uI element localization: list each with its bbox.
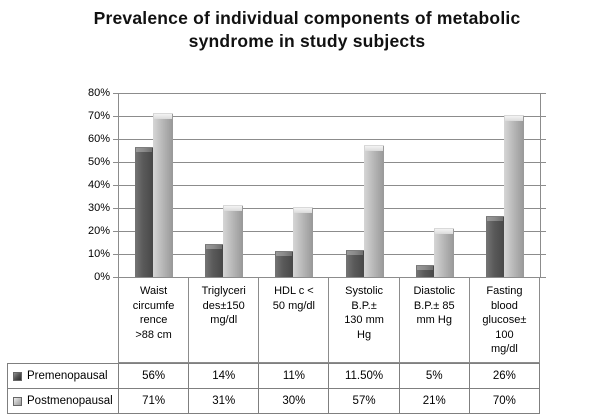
- gridline: [113, 93, 546, 94]
- y-axis-tick-label: 50%: [87, 156, 110, 168]
- value-cell: 70%: [469, 389, 540, 414]
- bar-premenopausal: [415, 264, 434, 277]
- y-axis-tick-label: 10%: [87, 248, 110, 260]
- category-label: Systolic B.P.± 130 mm Hg: [329, 277, 400, 363]
- category-label: Diastolic B.P.± 85 mm Hg: [399, 277, 470, 363]
- gridline: [113, 162, 546, 163]
- gridline: [113, 208, 546, 209]
- bar-group: [470, 93, 540, 277]
- value-cell: 71%: [119, 389, 190, 414]
- bar-premenopausal: [135, 147, 154, 277]
- category-label: Triglyceri des±150 mg/dl: [189, 277, 260, 363]
- gridline: [113, 231, 546, 232]
- y-axis-tick-label: 20%: [87, 225, 110, 237]
- bar-postmenopausal: [363, 144, 384, 277]
- value-cell: 31%: [189, 389, 260, 414]
- category-label: Waist circumfe rence >88 cm: [119, 277, 190, 363]
- value-cell: 14%: [189, 364, 260, 389]
- bar-premenopausal: [205, 243, 224, 277]
- bar-group: [400, 93, 470, 277]
- bar-premenopausal: [345, 249, 364, 277]
- bar-postmenopausal: [153, 112, 174, 277]
- y-axis-tick-label: 80%: [87, 87, 110, 99]
- y-axis-tick-label: 30%: [87, 202, 110, 214]
- legend-data-table: Premenopausal 56% 14% 11% 11.50% 5% 26% Postmen…: [7, 363, 540, 414]
- bar-group: [119, 93, 189, 277]
- y-axis-tick-label: 60%: [87, 133, 110, 145]
- category-label: HDL c < 50 mg/dl: [259, 277, 330, 363]
- plot-area: [113, 93, 546, 278]
- y-axis-tick-label: 0%: [94, 271, 110, 283]
- legend-item-postmenopausal: Postmenopausal: [8, 389, 119, 414]
- value-cell: 5%: [399, 364, 470, 389]
- gridline: [113, 139, 546, 140]
- legend-label: Premenopausal: [27, 370, 108, 382]
- value-cell: 11%: [259, 364, 330, 389]
- value-cell: 30%: [259, 389, 330, 414]
- bar-postmenopausal: [433, 227, 454, 277]
- value-cell: 56%: [119, 364, 190, 389]
- gridline: [113, 185, 546, 186]
- bar-premenopausal: [485, 216, 504, 277]
- gridline: [113, 254, 546, 255]
- bar-group: [259, 93, 329, 277]
- chart-title: Prevalence of individual components of m…: [93, 8, 521, 52]
- bar-postmenopausal: [223, 204, 244, 277]
- category-axis-labels: Waist circumfe rence >88 cm Triglyceri de…: [118, 277, 540, 363]
- gridline: [113, 116, 546, 117]
- bar-postmenopausal: [293, 207, 314, 277]
- bar-group: [189, 93, 259, 277]
- bar-premenopausal: [275, 250, 294, 277]
- legend-label: Postmenopausal: [27, 395, 113, 407]
- legend-swatch-icon: [13, 371, 22, 381]
- legend-swatch-icon: [13, 396, 22, 406]
- value-cell: 11.50%: [329, 364, 400, 389]
- bar-group: [330, 93, 400, 277]
- bar-postmenopausal: [503, 115, 524, 277]
- y-axis-tick-label: 40%: [87, 179, 110, 191]
- legend-item-premenopausal: Premenopausal: [8, 364, 119, 389]
- value-cell: 21%: [399, 389, 470, 414]
- value-cell: 57%: [329, 389, 400, 414]
- value-cell: 26%: [469, 364, 540, 389]
- gridline: [113, 277, 546, 278]
- category-label: Fasting blood glucose± 100 mg/dl: [469, 277, 540, 363]
- y-axis-tick-label: 70%: [87, 110, 110, 122]
